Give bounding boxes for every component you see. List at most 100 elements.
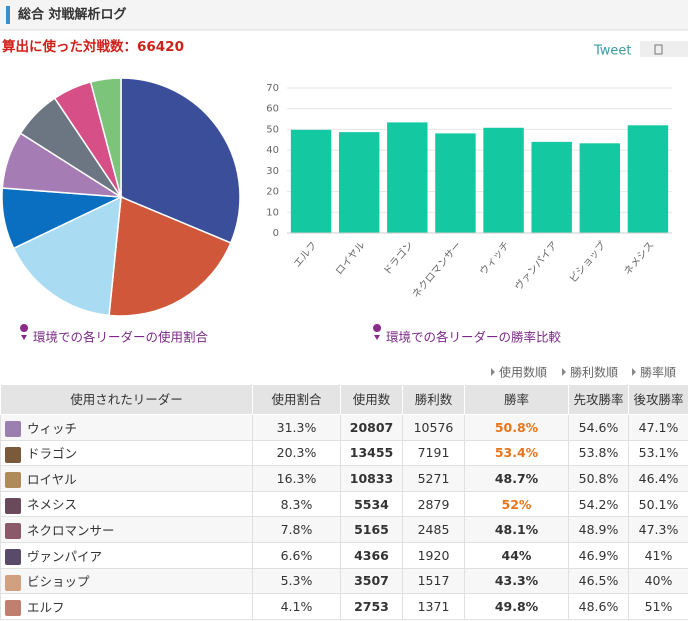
bar <box>627 125 669 233</box>
table-cell: ビショップ <box>0 567 253 595</box>
y-tick-label: 40 <box>266 145 279 156</box>
table-cell: 2879 <box>402 490 465 518</box>
table-cell: 47.3% <box>628 516 688 543</box>
pie-slice <box>120 77 241 244</box>
leader-name: ヴァンパイア <box>27 548 103 564</box>
table-cell: 52% <box>464 490 569 518</box>
table-row: ロイヤル 16.3% 10833 5271 48.7% 50.8% 46.4% <box>0 465 688 492</box>
table-cell: 20.3% <box>252 439 341 467</box>
table-cell: ネメシス <box>0 490 253 518</box>
table-cell: 46.4% <box>628 465 688 492</box>
bar <box>435 133 476 233</box>
table-cell: 7191 <box>402 439 465 467</box>
y-tick-label: 60 <box>266 104 279 115</box>
pie-caption: 環境での各リーダーの使用割合 <box>33 330 209 345</box>
table-cell: 1920 <box>402 541 465 569</box>
leader-icon <box>5 472 21 489</box>
table-row: ネクロマンサー 7.8% 5165 2485 48.1% 48.9% 47.3% <box>0 516 688 543</box>
x-tick-label: ウィッチ <box>477 239 512 277</box>
table-cell: ネクロマンサー <box>0 516 253 543</box>
pie-slice <box>12 195 122 317</box>
column-header: 使用数 <box>340 384 403 415</box>
table-cell: 1517 <box>402 567 465 595</box>
x-tick-label: ネクロマンサー <box>410 239 464 300</box>
table-cell: 44% <box>464 541 569 569</box>
table-cell: 16.3% <box>252 465 341 492</box>
x-tick-label: ネメシス <box>622 239 657 277</box>
table-row: ビショップ 5.3% 3507 1517 43.3% 46.5% 40% <box>0 567 688 595</box>
x-tick-label: ロイヤル <box>334 240 368 277</box>
leader-name: ドラゴン <box>27 446 78 462</box>
header-title: 総合 対戦解析ログ <box>18 7 127 23</box>
table-row: ドラゴン 20.3% 13455 7191 53.4% 53.8% 53.1% <box>0 439 688 467</box>
sort-link[interactable]: 勝率順 <box>640 365 676 380</box>
table-cell: 13455 <box>340 439 403 467</box>
table-cell: 31.3% <box>252 414 341 441</box>
leader-icon <box>5 421 21 438</box>
table-cell: 49.8% <box>464 593 569 620</box>
leader-icon <box>5 446 21 463</box>
table-header: 使用されたリーダー 使用割合 使用数 勝利数 勝率 先攻勝率 後攻勝率 <box>0 384 688 415</box>
leader-name: ネクロマンサー <box>27 522 115 538</box>
table-cell: 53.4% <box>464 439 569 467</box>
bar-caption: 環境での各リーダーの勝率比較 <box>386 330 562 345</box>
leader-name: ウィッチ <box>27 420 78 436</box>
pin-icon <box>20 324 29 340</box>
table-cell: 48.9% <box>568 516 629 543</box>
table-cell: 40% <box>628 567 688 595</box>
leader-icon <box>5 523 21 540</box>
pie-slice <box>108 195 232 317</box>
column-header: 使用割合 <box>252 384 341 415</box>
column-header: 先攻勝率 <box>568 384 629 415</box>
y-tick-label: 30 <box>266 166 279 177</box>
column-header: 勝率 <box>464 384 569 415</box>
y-tick-label: 70 <box>266 83 279 94</box>
y-tick-label: 50 <box>266 124 279 135</box>
bar <box>338 132 380 233</box>
table-cell: 20807 <box>340 414 403 441</box>
sort-arrow <box>562 368 566 376</box>
table-cell: 10576 <box>402 414 465 441</box>
table-row: ウィッチ 31.3% 20807 10576 50.8% 54.6% 47.1% <box>0 414 688 441</box>
table-cell: 54.6% <box>568 414 629 441</box>
table-cell: 51% <box>628 593 688 620</box>
table-cell: 7.8% <box>252 516 341 543</box>
table-cell: 46.5% <box>568 567 629 595</box>
table-cell: 48.1% <box>464 516 569 543</box>
table-cell: 50.1% <box>628 490 688 518</box>
column-header: 使用されたリーダー <box>0 384 253 415</box>
table-cell: 2485 <box>402 516 465 543</box>
table-cell: ウィッチ <box>0 414 253 441</box>
table-cell: 10833 <box>340 465 403 492</box>
leader-name: ネメシス <box>27 497 78 513</box>
leader-name: ロイヤル <box>27 471 77 487</box>
leader-icon <box>5 497 21 514</box>
y-tick-label: 20 <box>266 187 279 198</box>
table-cell: 48.6% <box>568 593 629 620</box>
bookmark-button[interactable] <box>640 41 688 57</box>
bar <box>579 143 621 233</box>
sort-link[interactable]: 勝利数順 <box>570 365 618 380</box>
header-bar <box>0 0 688 30</box>
leader-name: エルフ <box>27 599 65 615</box>
leader-icon <box>5 549 21 566</box>
leader-icon <box>5 600 21 617</box>
table-cell: ドラゴン <box>0 439 253 467</box>
sort-arrow <box>491 368 495 376</box>
x-tick-label: ビショップ <box>567 239 608 285</box>
table-cell: 54.2% <box>568 490 629 518</box>
x-tick-label: ヴァンパイア <box>512 239 561 293</box>
x-tick-label: エルフ <box>292 240 320 270</box>
table-row: ネメシス 8.3% 5534 2879 52% 54.2% 50.1% <box>0 490 688 518</box>
tweet-button[interactable]: Tweet <box>593 44 632 59</box>
leader-icon <box>5 574 21 591</box>
table-cell: 8.3% <box>252 490 341 518</box>
leader-table: 使用されたリーダー 使用割合 使用数 勝利数 勝率 先攻勝率 後攻勝率 ウィッチ 31.3% 2… <box>0 384 688 620</box>
sort-link[interactable]: 使用数順 <box>499 365 547 380</box>
table-cell: 50.8% <box>568 465 629 492</box>
bar <box>531 141 572 233</box>
table-cell: ロイヤル <box>0 465 253 492</box>
bar <box>483 127 524 233</box>
table-cell: 1371 <box>402 593 465 620</box>
